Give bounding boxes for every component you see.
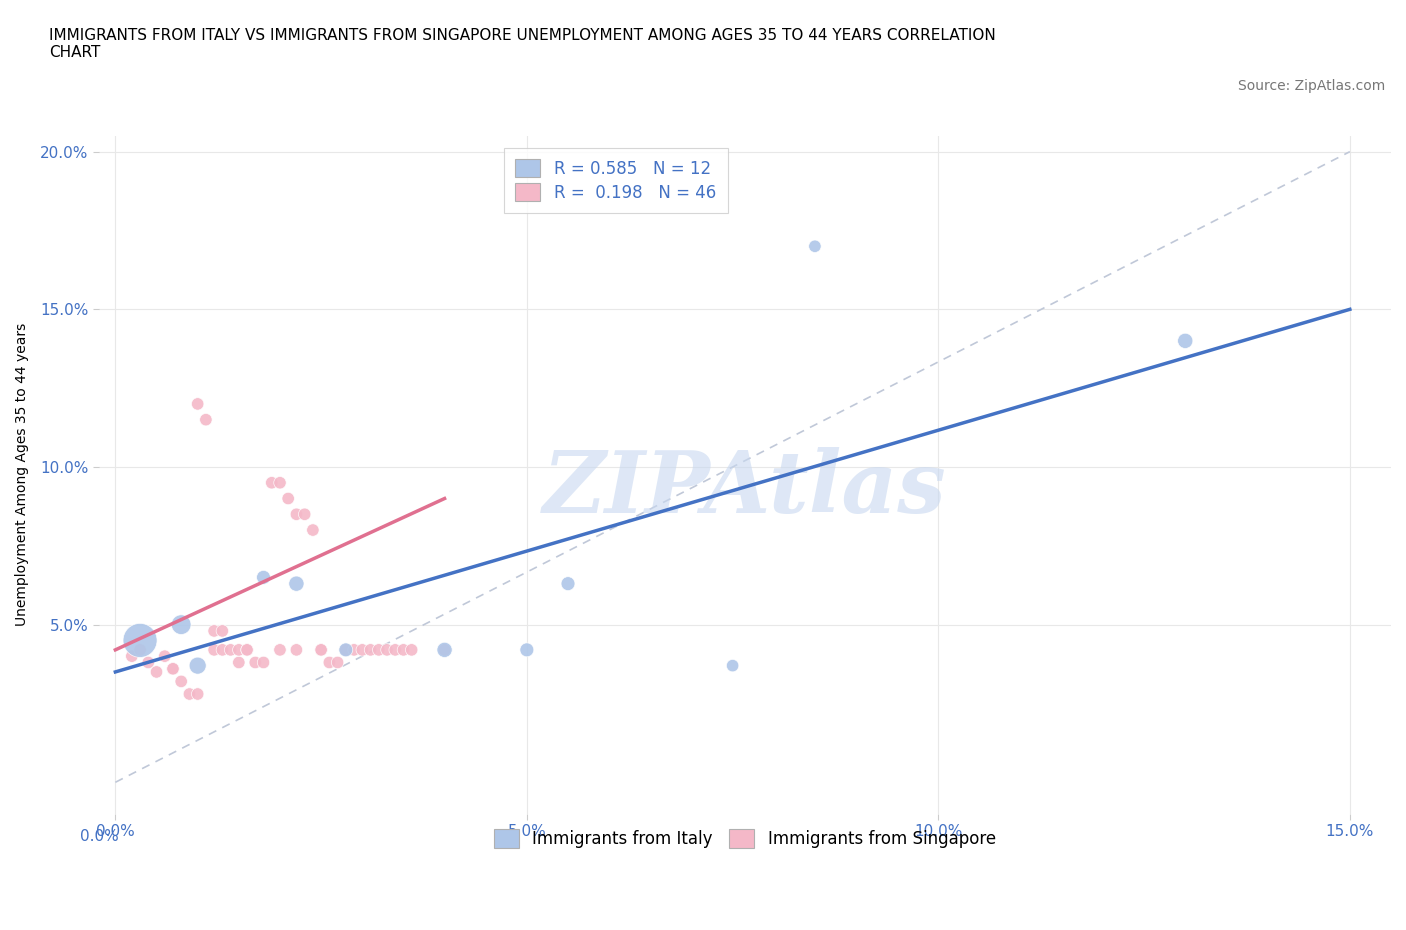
Point (236, 643, 259, 658)
Point (162, 661, 184, 676)
Point (170, 674, 193, 689)
Point (170, 618, 193, 632)
Point (269, 643, 291, 658)
Point (187, 396, 209, 411)
Point (335, 643, 357, 658)
Point (516, 643, 538, 658)
Point (179, 686, 201, 701)
Point (228, 643, 250, 658)
Text: IMMIGRANTS FROM ITALY VS IMMIGRANTS FROM SINGAPORE UNEMPLOYMENT AMONG AGES 35 TO: IMMIGRANTS FROM ITALY VS IMMIGRANTS FROM… (49, 28, 995, 60)
Point (375, 643, 398, 658)
Point (401, 643, 423, 658)
Point (335, 643, 357, 658)
Point (285, 507, 308, 522)
Point (269, 475, 291, 490)
Point (804, 239, 827, 254)
Point (302, 523, 325, 538)
Point (129, 643, 152, 658)
Point (352, 643, 374, 658)
Point (285, 643, 308, 658)
Point (721, 658, 744, 673)
Point (557, 577, 579, 591)
Point (285, 577, 308, 591)
Point (433, 643, 456, 658)
Point (360, 643, 382, 658)
Point (219, 643, 242, 658)
Point (121, 649, 143, 664)
Point (228, 655, 250, 670)
Point (129, 633, 152, 648)
Point (367, 643, 389, 658)
Point (145, 665, 167, 680)
Point (194, 412, 217, 427)
Point (309, 643, 332, 658)
Point (277, 491, 299, 506)
Point (236, 643, 259, 658)
Point (343, 643, 366, 658)
Point (245, 655, 267, 670)
Point (252, 570, 274, 585)
Point (252, 655, 274, 670)
Y-axis label: Unemployment Among Ages 35 to 44 years: Unemployment Among Ages 35 to 44 years (15, 324, 30, 627)
Point (318, 655, 340, 670)
Point (187, 686, 209, 701)
Point (187, 658, 209, 673)
Text: Source: ZipAtlas.com: Source: ZipAtlas.com (1237, 79, 1385, 93)
Point (211, 643, 233, 658)
Point (294, 507, 316, 522)
Point (384, 643, 406, 658)
Point (211, 623, 233, 638)
Text: 0.0%: 0.0% (80, 829, 118, 844)
Point (153, 649, 176, 664)
Point (260, 475, 283, 490)
Point (1174, 334, 1197, 349)
Point (326, 655, 349, 670)
Point (309, 643, 332, 658)
Point (335, 643, 357, 658)
Point (162, 661, 184, 676)
Point (392, 643, 415, 658)
Text: ZIPAtlas: ZIPAtlas (543, 446, 946, 530)
Point (202, 623, 225, 638)
Point (433, 643, 456, 658)
Point (136, 655, 159, 670)
Legend: Immigrants from Italy, Immigrants from Singapore: Immigrants from Italy, Immigrants from S… (485, 821, 1004, 857)
Point (202, 643, 225, 658)
